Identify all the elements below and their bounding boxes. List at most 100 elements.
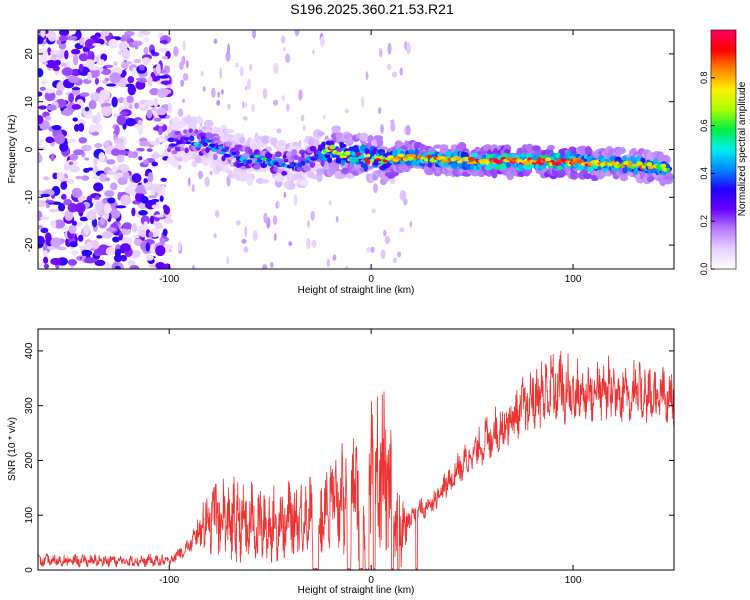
- noise-speck: [78, 53, 89, 62]
- noise-speck: [112, 236, 120, 243]
- faint-speck: [227, 103, 231, 110]
- noise-speck: [104, 77, 110, 82]
- ridge-body: [518, 164, 525, 171]
- noise-speck: [71, 87, 81, 91]
- faint-speck: [365, 71, 369, 81]
- faint-speck: [390, 178, 396, 185]
- noise-speck: [78, 63, 84, 72]
- faint-speck: [251, 103, 255, 113]
- noise-speck: [60, 181, 68, 190]
- ridge-core: [197, 144, 202, 148]
- ridge-body: [652, 158, 658, 165]
- ridge-core: [284, 158, 289, 163]
- noise-speck: [67, 138, 77, 143]
- noise-speck: [138, 79, 148, 83]
- ridge-halo: [288, 181, 296, 190]
- noise-speck: [38, 153, 43, 164]
- noise-speck: [85, 211, 97, 221]
- noise-speck: [78, 137, 88, 144]
- ridge-core: [305, 160, 311, 164]
- noise-speck: [162, 204, 168, 211]
- noise-speck: [38, 115, 44, 125]
- ridge-core: [420, 156, 426, 160]
- noise-speck: [139, 140, 150, 147]
- noise-speck: [38, 225, 44, 229]
- ridge-body: [303, 166, 311, 172]
- ridge-core: [379, 155, 384, 160]
- noise-speck: [51, 124, 62, 131]
- noise-speck: [103, 203, 112, 214]
- ridge-body: [248, 148, 253, 156]
- noise-speck: [143, 178, 148, 184]
- snr-ytick-label: 400: [24, 342, 35, 359]
- ridge-body: [471, 152, 479, 158]
- ridge-body: [414, 148, 419, 156]
- noise-speck: [151, 154, 163, 158]
- noise-speck: [122, 222, 132, 230]
- ridge-core: [360, 154, 365, 159]
- noise-speck: [151, 161, 158, 167]
- faint-speck: [185, 60, 189, 69]
- ridge-core: [385, 157, 392, 161]
- colorbar-tick-label: 0.2: [699, 215, 709, 228]
- noise-speck: [72, 117, 78, 122]
- noise-speck: [67, 259, 77, 266]
- noise-speck: [60, 193, 67, 200]
- noise-speck: [145, 254, 154, 261]
- noise-speck: [45, 60, 57, 69]
- noise-speck: [87, 50, 93, 61]
- noise-speck: [73, 149, 85, 156]
- ridge-core: [426, 154, 433, 158]
- colorbar-label: Normalized spectral amplitude: [737, 81, 748, 216]
- noise-speck: [127, 76, 135, 84]
- noise-speck: [124, 83, 135, 88]
- faint-speck: [293, 194, 298, 206]
- faint-speck: [370, 246, 375, 253]
- noise-speck: [46, 104, 57, 111]
- noise-speck: [106, 83, 117, 87]
- noise-speck: [155, 245, 166, 257]
- ridge-body: [564, 151, 572, 159]
- noise-speck: [50, 257, 62, 266]
- noise-speck: [91, 218, 98, 228]
- spectrogram-ytick-label: 0: [24, 146, 35, 152]
- noise-speck: [131, 249, 141, 258]
- noise-speck: [63, 178, 71, 182]
- noise-speck: [54, 59, 61, 66]
- ridge-halo: [260, 179, 270, 184]
- ridge-core: [217, 145, 224, 149]
- noise-speck: [137, 103, 146, 109]
- noise-speck: [162, 228, 168, 237]
- ridge-body: [252, 164, 261, 170]
- faint-speck: [167, 102, 173, 114]
- ridge-core: [549, 161, 554, 166]
- ridge-body: [498, 163, 507, 170]
- ridge-body: [194, 129, 199, 134]
- noise-speck: [40, 30, 46, 38]
- faint-speck: [288, 241, 293, 247]
- ridge-core: [329, 144, 336, 150]
- noise-speck: [79, 216, 89, 222]
- faint-speck: [378, 47, 383, 58]
- ridge-core: [495, 160, 503, 165]
- noise-speck: [116, 153, 125, 163]
- ridge-halo: [547, 144, 555, 151]
- faint-speck: [272, 215, 278, 225]
- noise-speck: [155, 108, 167, 116]
- faint-speck: [276, 128, 282, 134]
- noise-speck: [63, 199, 73, 206]
- noise-speck: [119, 111, 129, 116]
- faint-speck: [319, 36, 325, 47]
- noise-speck: [146, 148, 153, 152]
- noise-speck: [111, 96, 118, 108]
- noise-speck: [113, 112, 120, 118]
- faint-speck: [191, 183, 195, 193]
- ridge-body: [291, 149, 298, 156]
- noise-speck: [92, 42, 102, 47]
- ridge-body: [296, 166, 303, 172]
- noise-speck: [68, 92, 74, 103]
- noise-speck: [84, 257, 96, 264]
- noise-speck: [81, 175, 90, 181]
- noise-speck: [144, 100, 155, 107]
- noise-speck: [87, 71, 92, 81]
